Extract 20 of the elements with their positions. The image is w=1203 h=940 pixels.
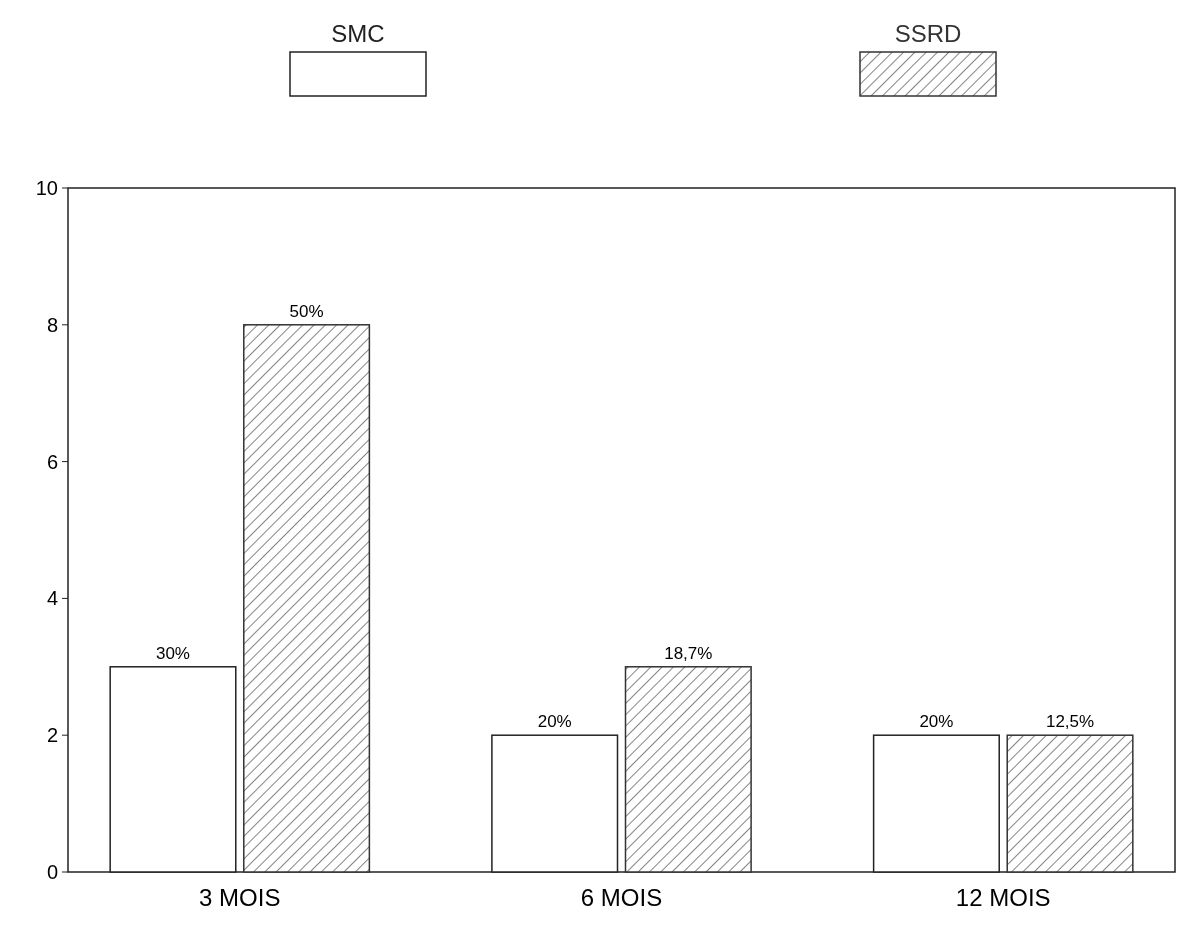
annotation: 30% (155, 643, 190, 663)
annotation: 20% (919, 712, 954, 732)
bar (624, 666, 752, 873)
y-tick-label: 6 (46, 450, 58, 473)
text: SSRD (894, 20, 962, 47)
x-tick-label: 6 MOIS (580, 884, 663, 911)
text: SMC (331, 20, 385, 47)
x-tick-label: 3 MOIS (199, 884, 281, 911)
x-tick-label: 12 MOIS (955, 884, 1051, 911)
annotation: 18,7% (664, 643, 713, 663)
annotation: 50% (289, 301, 324, 321)
y-tick-label: 8 (46, 313, 58, 336)
y-tick-label: 0 (46, 861, 58, 883)
y-tick-label: 4 (46, 587, 58, 610)
annotation: 12,5% (1045, 712, 1095, 732)
y-tick-label: 2 (46, 724, 58, 747)
y-tick-label: 10 (35, 177, 58, 199)
bar (243, 324, 371, 873)
annotation: 20% (537, 712, 572, 732)
bar (1006, 734, 1134, 873)
